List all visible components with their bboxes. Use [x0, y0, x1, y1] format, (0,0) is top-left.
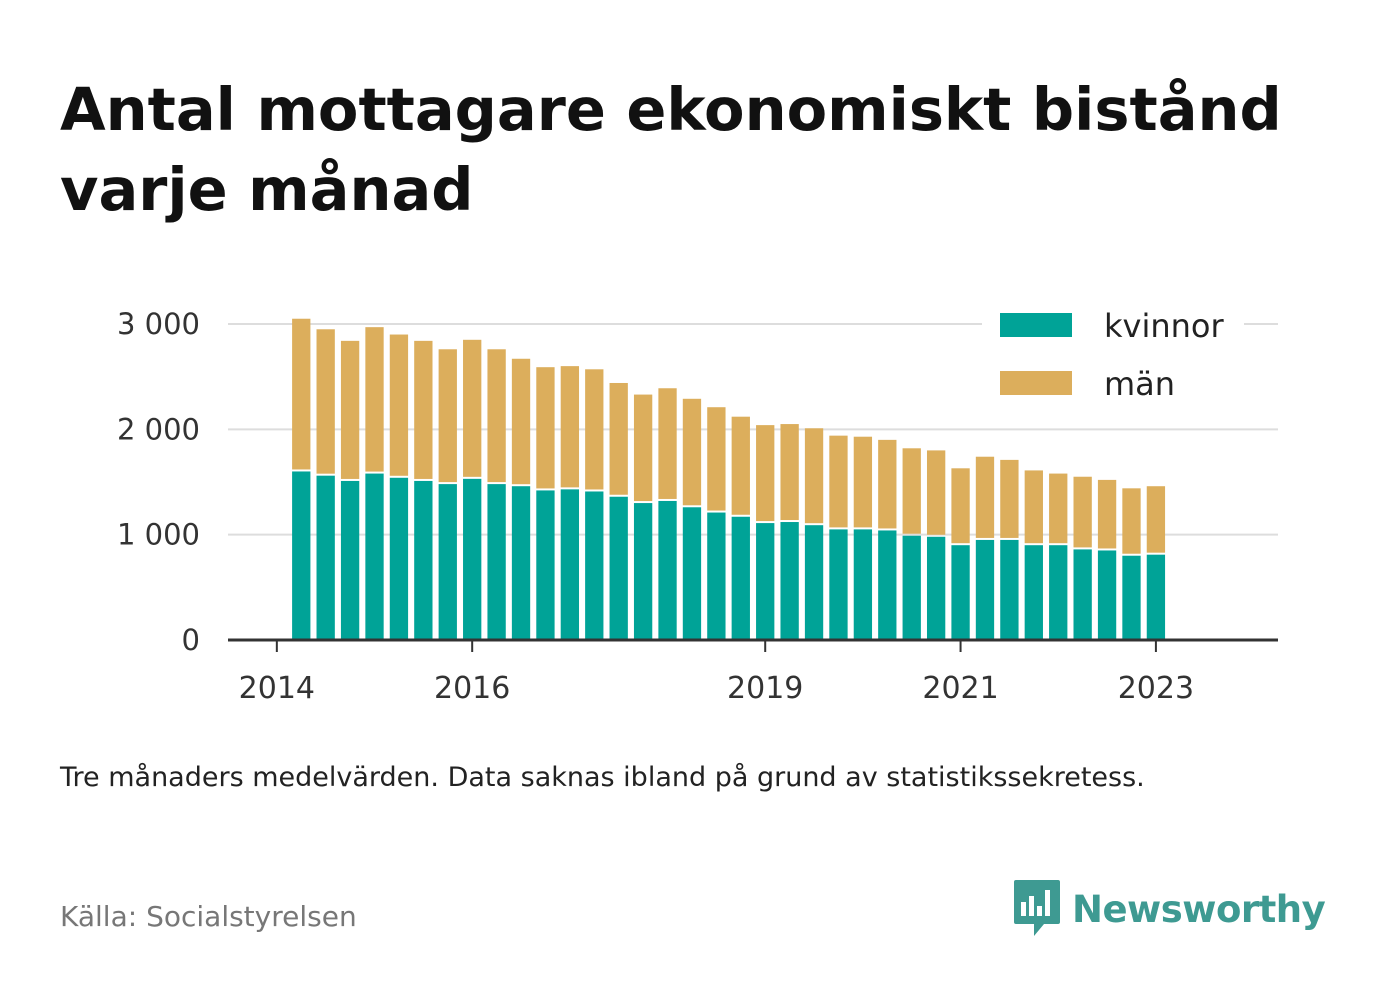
bar-man: [389, 334, 409, 476]
bar-man: [658, 388, 677, 499]
bar-man: [1073, 476, 1092, 548]
bar-kvinnor: [414, 480, 433, 640]
bar-man: [1000, 459, 1019, 538]
bar-kvinnor: [1097, 550, 1117, 640]
bar-man: [633, 394, 653, 502]
bar-kvinnor: [878, 530, 897, 640]
bar-man: [316, 329, 335, 474]
bar-kvinnor: [731, 516, 750, 640]
axes: 0 1 000 2 000 3 000 2014 2016 2019 2021 2023: [117, 307, 1278, 706]
bar-kvinnor: [316, 475, 335, 640]
bar-kvinnor: [951, 545, 970, 640]
bars: [292, 318, 1166, 640]
bar-man: [511, 358, 531, 485]
legend-label-kvinnor: kvinnor: [1104, 307, 1225, 345]
bar-man: [780, 424, 799, 521]
brand-logo: Newsworthy: [1012, 878, 1326, 940]
bar-kvinnor: [487, 484, 506, 640]
bar-kvinnor: [853, 529, 873, 640]
y-tick-label: 2 000: [117, 412, 200, 446]
bar-kvinnor: [902, 535, 921, 640]
bar-kvinnor: [536, 490, 555, 640]
bar-kvinnor: [463, 478, 482, 640]
bar-kvinnor: [1122, 555, 1141, 640]
bar-man: [585, 369, 604, 490]
chart-title: Antal mottagare ekonomiskt bistånd varje…: [60, 75, 1282, 224]
bar-kvinnor: [829, 529, 848, 640]
bar-chart-speech-bubble-icon: [1014, 880, 1060, 936]
bar-man: [707, 407, 726, 511]
x-tick-label: 2021: [922, 671, 998, 706]
y-tick-label: 1 000: [117, 518, 200, 552]
bar-man: [1097, 479, 1117, 549]
bar-kvinnor: [609, 496, 628, 640]
bar-kvinnor: [1146, 554, 1166, 640]
bar-man: [414, 340, 433, 479]
bar-kvinnor: [756, 523, 775, 640]
bar-man: [975, 456, 995, 538]
x-tick-label: 2016: [434, 671, 510, 706]
legend-swatch-kvinnor: [1000, 313, 1072, 337]
bar-man: [951, 468, 970, 544]
bar-kvinnor: [1024, 545, 1043, 640]
bar-kvinnor: [1073, 549, 1092, 640]
bar-man: [438, 349, 457, 483]
bar-kvinnor: [682, 507, 702, 640]
bar-kvinnor: [1000, 539, 1019, 640]
bar-kvinnor: [926, 536, 946, 640]
legend: kvinnor män: [982, 302, 1244, 410]
bar-kvinnor: [560, 489, 580, 640]
bar-kvinnor: [389, 477, 409, 640]
bar-kvinnor: [292, 471, 311, 640]
bar-man: [829, 435, 848, 528]
bar-man: [682, 398, 702, 506]
x-tick-label: 2019: [727, 671, 803, 706]
bar-man: [560, 366, 580, 488]
bar-kvinnor: [438, 484, 457, 640]
bar-man: [463, 339, 482, 477]
y-tick-label: 3 000: [117, 307, 200, 341]
bar-man: [902, 448, 921, 534]
y-tick-label: 0: [182, 623, 200, 657]
bar-man: [340, 340, 360, 479]
bar-kvinnor: [340, 480, 360, 640]
bar-kvinnor: [658, 500, 677, 640]
bar-man: [878, 439, 897, 529]
legend-label-man: män: [1104, 365, 1175, 403]
brand-name: Newsworthy: [1072, 887, 1326, 931]
bar-kvinnor: [780, 522, 799, 640]
chart-note: Tre månaders medelvärden. Data saknas ib…: [60, 762, 1145, 793]
bar-kvinnor: [511, 486, 531, 640]
bar-man: [804, 428, 824, 524]
bar-kvinnor: [804, 525, 824, 640]
bar-kvinnor: [975, 539, 995, 640]
bar-kvinnor: [365, 473, 384, 640]
bar-man: [756, 425, 775, 522]
bar-man: [1122, 488, 1141, 554]
legend-swatch-man: [1000, 371, 1072, 395]
bar-man: [926, 450, 946, 535]
bar-kvinnor: [585, 491, 604, 640]
bar-man: [365, 327, 384, 472]
bar-man: [609, 382, 628, 495]
bar-man: [536, 367, 555, 489]
bar-man: [487, 349, 506, 483]
bar-man: [1049, 473, 1068, 544]
bar-kvinnor: [707, 512, 726, 640]
x-tick-label: 2023: [1118, 671, 1194, 706]
bar-kvinnor: [633, 503, 653, 640]
x-tick-label: 2014: [239, 671, 315, 706]
bar-man: [292, 318, 311, 470]
bar-man: [1024, 470, 1043, 544]
bar-man: [731, 416, 750, 515]
source-label: Källa: Socialstyrelsen: [60, 900, 357, 933]
bar-man: [853, 436, 873, 528]
bar-man: [1146, 486, 1166, 553]
bar-kvinnor: [1049, 545, 1068, 640]
